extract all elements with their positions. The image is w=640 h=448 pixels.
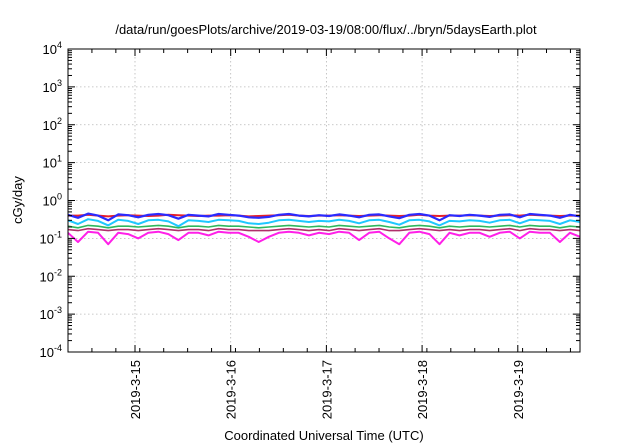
- axis-ticks: [67, 48, 580, 353]
- x-axis-label: Coordinated Universal Time (UTC): [224, 428, 423, 443]
- grid: [68, 49, 580, 352]
- x-tick-label: 2019-3-15: [128, 360, 143, 419]
- series-group: [67, 212, 581, 246]
- x-tick-labels: 2019-3-15 2019-3-16 2019-3-17 2019-3-18 2019…: [128, 360, 526, 419]
- series-line-2: [67, 212, 581, 222]
- y-tick-label: 100: [43, 192, 62, 209]
- y-axis-label: cGy/day: [10, 176, 25, 224]
- y-tick-labels: 10-4 10-3 10-2 10-1 100 101 102 103 104: [40, 40, 62, 360]
- y-tick-label: 101: [43, 154, 62, 171]
- y-tick-label: 10-1: [40, 229, 62, 246]
- x-tick-label: 2019-3-18: [415, 360, 430, 419]
- series-line-4: [67, 224, 581, 229]
- series-line-3: [67, 218, 581, 228]
- x-tick-label: 2019-3-19: [511, 360, 526, 419]
- y-tick-label: 102: [43, 116, 62, 133]
- series-line-6: [67, 230, 581, 246]
- y-tick-label: 10-4: [40, 343, 62, 360]
- x-tick-label: 2019-3-17: [319, 360, 334, 419]
- chart-title: /data/run/goesPlots/archive/2019-03-19/0…: [115, 22, 537, 37]
- y-tick-label: 104: [43, 40, 62, 57]
- plot-frame: [67, 48, 581, 353]
- series-line-5: [67, 227, 581, 232]
- y-tick-label: 10-3: [40, 305, 62, 322]
- y-tick-label: 10-2: [40, 267, 62, 284]
- y-tick-label: 103: [43, 78, 62, 95]
- x-tick-label: 2019-3-16: [224, 360, 239, 419]
